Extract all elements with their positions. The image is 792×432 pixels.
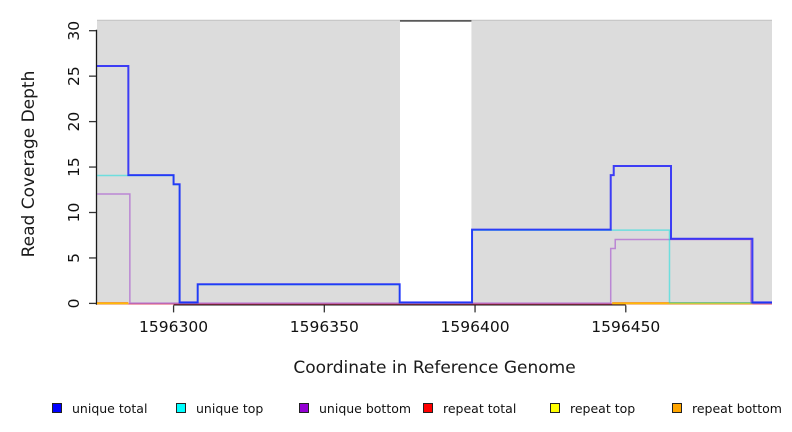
y-tick-label: 25 (65, 66, 83, 86)
series-line-unique-total (97, 65, 772, 304)
y-tick-label: 10 (65, 203, 83, 223)
legend-swatch-icon (176, 403, 186, 413)
legend-label: repeat top (570, 400, 636, 416)
legend-swatch-icon (672, 403, 682, 413)
legend-label: repeat total (443, 400, 517, 416)
legend-swatch-icon (550, 403, 560, 413)
x-tick-label: 1596400 (441, 318, 510, 336)
series-line-unique-bottom (97, 193, 772, 304)
y-tick-label: 30 (65, 21, 83, 41)
legend-swatch-icon (52, 403, 62, 413)
y-tick-label: 0 (65, 298, 83, 308)
legend-item-unique-top: unique top (176, 398, 263, 418)
legend-item-repeat-total: repeat total (423, 398, 516, 418)
y-axis-title: Read Coverage Depth (19, 70, 39, 258)
legend-label: repeat bottom (692, 400, 782, 416)
legend-swatch-icon (423, 403, 433, 413)
coverage-plot-canvas: 0 5 10 15 20 25 30 1596300 1596350 1596400 1596450 (65, 19, 772, 336)
legend-item-unique-bottom: unique bottom (299, 398, 411, 418)
legend-label: unique total (72, 400, 148, 416)
coverage-region-shading (471, 20, 772, 305)
x-axis-title: Coordinate in Reference Genome (293, 358, 576, 378)
x-tick-label: 1596350 (290, 318, 359, 336)
legend-item-unique-total: unique total (52, 398, 147, 418)
y-tick-label: 15 (65, 157, 83, 177)
y-tick-label: 20 (65, 112, 83, 132)
x-tick-label: 1596300 (139, 318, 208, 336)
coverage-region-shading (97, 20, 400, 305)
legend-item-repeat-bottom: repeat bottom (672, 398, 782, 418)
legend-label: unique top (196, 400, 264, 416)
y-tick-label: 5 (65, 253, 83, 263)
legend-label: unique bottom (319, 400, 412, 416)
legend: unique total unique top unique bottom repea… (0, 398, 792, 422)
legend-item-repeat-top: repeat top (550, 398, 635, 418)
x-tick-label: 1596450 (591, 318, 660, 336)
legend-swatch-icon (299, 403, 309, 413)
